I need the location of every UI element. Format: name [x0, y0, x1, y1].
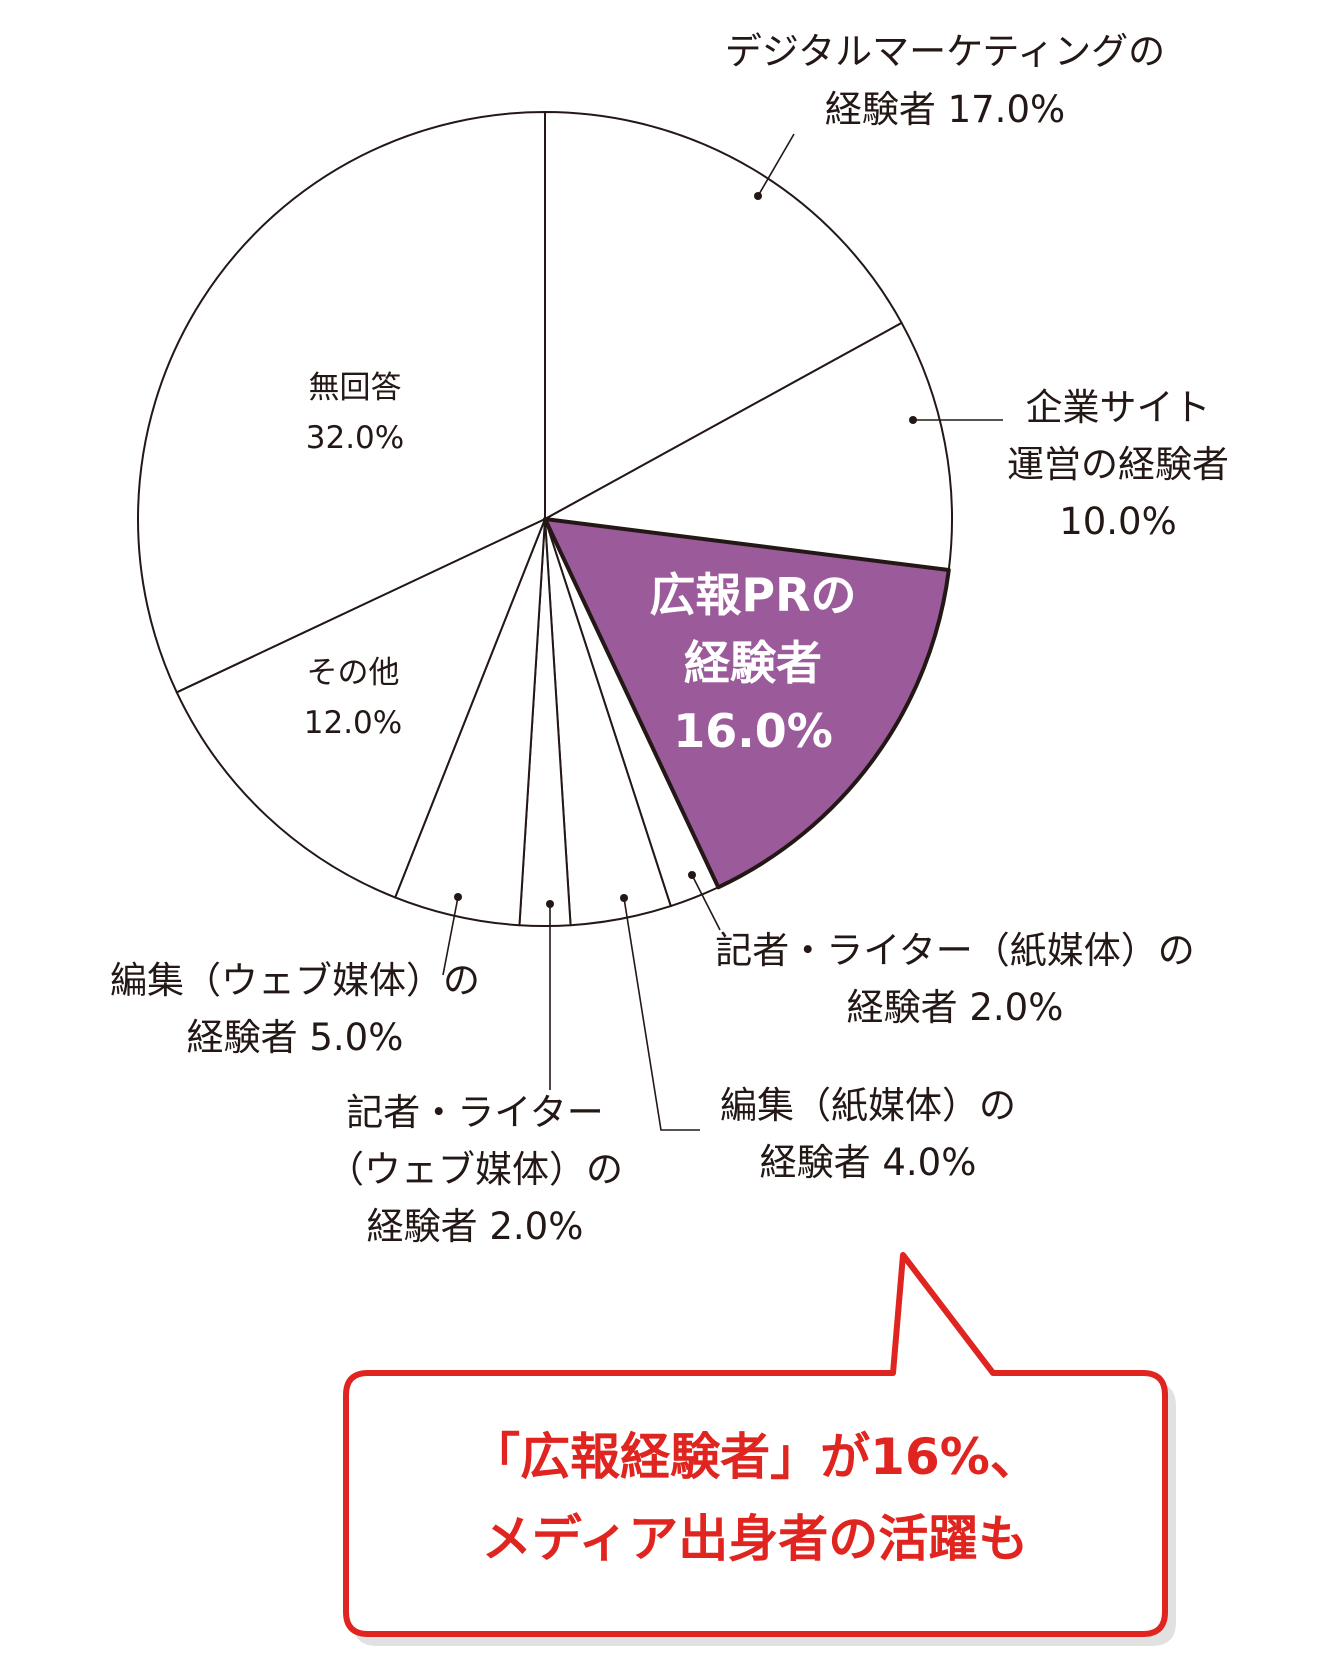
slice-label-line: その他 — [307, 655, 400, 691]
slice-label-line: 経験者 5.0% — [187, 1016, 404, 1059]
slice-label-6: 記者・ライター （ウェブ媒体）の経験者 2.0% — [327, 1091, 623, 1248]
slice-labels: デジタルマーケティングの経験者 17.0% 企業サイト運営の経験者 10.0% 広報P… — [110, 30, 1229, 1248]
leader-dot-1 — [754, 192, 762, 200]
slice-label-line: 経験者 2.0% — [367, 1205, 584, 1248]
leader-line-5 — [623, 897, 700, 1131]
leader-dot-2 — [909, 416, 917, 424]
leader-dot-7 — [454, 893, 462, 901]
pie-slices — [137, 111, 953, 928]
slice-label-line: 記者・ライター — [346, 1091, 604, 1134]
callout-line-2: メディア出身者の活躍も — [482, 1510, 1029, 1568]
slice-label-2: 企業サイト運営の経験者 10.0% — [1007, 386, 1229, 543]
slice-label-line: デジタルマーケティングの — [725, 30, 1165, 73]
slice-label-line: 16.0% — [673, 704, 833, 758]
callout-line-1: 「広報経験者」が16%、 — [470, 1428, 1040, 1486]
slice-label-8: その他 12.0% — [304, 655, 402, 741]
slice-label-line: 32.0% — [306, 420, 404, 456]
pie-slice-1 — [544, 111, 903, 520]
leader-line-7 — [442, 896, 459, 976]
slice-label-5: 編集（紙媒体）の経験者 4.0% — [720, 1084, 1016, 1184]
slice-label-line: 編集（ウェブ媒体）の — [110, 959, 480, 1002]
leader-lines — [442, 133, 1003, 1131]
pie-slice-9 — [137, 111, 546, 694]
callout-outline — [343, 1252, 1168, 1637]
slice-label-line: 運営の経験者 — [1007, 443, 1229, 486]
slice-label-line: 12.0% — [304, 705, 402, 741]
pie-slice-3 — [543, 517, 951, 890]
slice-label-line: 無回答 — [309, 370, 402, 406]
callout-bubble: 「広報経験者」が16%、 メディア出身者の活躍も — [343, 1252, 1176, 1646]
slice-label-3: 広報PRの経験者 16.0% — [649, 568, 856, 758]
slice-label-line: 編集（紙媒体）の — [720, 1084, 1016, 1127]
slice-label-line: 経験者 4.0% — [760, 1141, 977, 1184]
slice-label-line: 経験者 17.0% — [825, 88, 1065, 131]
slice-label-7: 編集（ウェブ媒体）の経験者 5.0% — [110, 959, 480, 1059]
slice-label-4: 記者・ライター（紙媒体）の経験者 2.0% — [715, 929, 1195, 1029]
leader-dot-4 — [688, 871, 696, 879]
slice-label-line: 10.0% — [1059, 500, 1177, 543]
slice-label-line: 経験者 — [684, 636, 822, 690]
pie-slice-2 — [544, 321, 953, 572]
leader-line-4 — [691, 874, 721, 931]
leader-dot-5 — [620, 894, 628, 902]
slice-label-line: 記者・ライター（紙媒体）の — [715, 929, 1195, 972]
slice-label-9: 無回答 32.0% — [306, 370, 404, 456]
leader-dot-6 — [546, 900, 554, 908]
slice-label-line: 経験者 2.0% — [847, 986, 1064, 1029]
slice-label-line: 企業サイト — [1026, 386, 1211, 429]
slice-label-1: デジタルマーケティングの経験者 17.0% — [725, 30, 1165, 131]
slice-label-line: 広報PRの — [649, 568, 856, 622]
pie-slice-8 — [175, 518, 546, 899]
slice-label-line: （ウェブ媒体）の — [327, 1148, 623, 1191]
leader-line-1 — [757, 133, 795, 197]
